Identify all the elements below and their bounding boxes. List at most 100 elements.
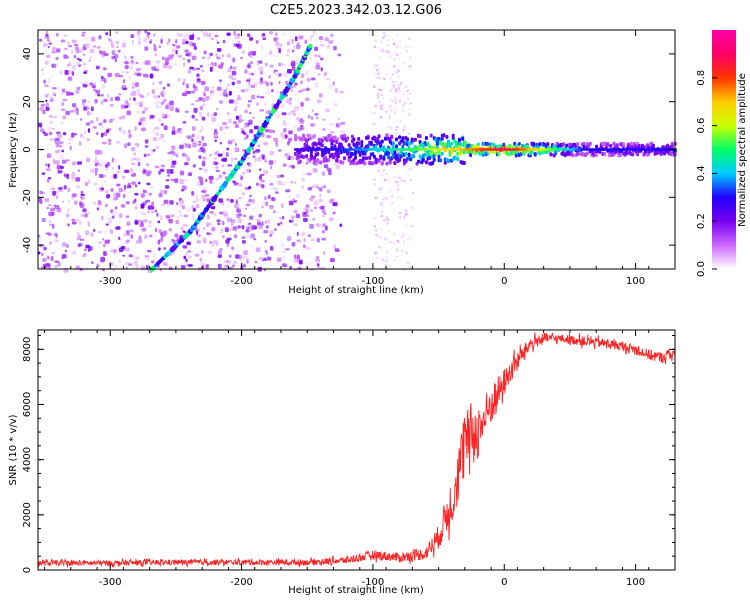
spectrogram-cell (201, 116, 206, 121)
spectrogram-cell (154, 227, 158, 233)
spectrogram-cell (405, 213, 408, 216)
spectrogram-cell (310, 116, 314, 120)
spectrogram-cell (316, 116, 319, 120)
spectrogram-cell (486, 148, 489, 151)
spectrogram-cell (71, 218, 76, 222)
spectrogram-cell (115, 31, 119, 34)
spectrogram-cell (396, 53, 399, 57)
spectrogram-cell (170, 164, 176, 168)
spectrogram-cell (269, 64, 274, 68)
spectrogram-cell (67, 239, 71, 244)
spectrogram-cell (265, 249, 268, 254)
spectrogram-cell (228, 90, 232, 96)
spectrogram-cell (103, 67, 107, 71)
spectrogram-cell (110, 118, 115, 121)
spectrogram-cell (603, 148, 605, 151)
spectrogram-cell (105, 239, 111, 244)
spectrogram-cell (259, 168, 262, 171)
spectrogram-cell (85, 69, 89, 72)
spectrogram-cell (161, 56, 165, 61)
spectrogram-cell (147, 32, 151, 35)
spectrogram-cell (232, 57, 236, 63)
spectrogram-cell (406, 137, 409, 142)
spectrogram-cell (401, 148, 404, 151)
spectrogram-cell (201, 250, 204, 254)
spectrogram-cell (434, 148, 437, 151)
spectrogram-cell (656, 148, 659, 151)
spectrogram-cell (377, 92, 380, 95)
spectrogram-cell (478, 148, 481, 151)
spectrogram-cell (302, 148, 304, 151)
spectrogram-cell (135, 61, 139, 64)
spectrogram-cell (175, 49, 178, 55)
spectrogram-cell (182, 153, 188, 157)
spectrogram-cell (147, 210, 150, 214)
spectrogram-cell (132, 255, 138, 260)
spectrogram-cell (79, 196, 84, 199)
spectrogram-cell (300, 148, 303, 151)
spectrogram-cell (126, 185, 132, 189)
spectrogram-cell (170, 169, 174, 174)
spectrogram-cell (116, 45, 119, 49)
spectrogram-cell (43, 43, 47, 48)
spectrogram-cell (185, 143, 190, 149)
spectrogram-cell (385, 110, 388, 113)
spectrogram-cell (103, 180, 107, 184)
spectrogram-cell (109, 175, 113, 180)
spectrogram-cell (92, 45, 97, 48)
spectrogram-cell (380, 93, 383, 97)
spectrogram-cell (394, 51, 397, 55)
spectrogram-cell (506, 152, 510, 157)
spectrogram-cell (165, 215, 171, 219)
spectrogram-cell (599, 148, 602, 151)
spectrogram-cell (144, 234, 148, 239)
spectrogram-cell (533, 148, 536, 151)
spectrogram-cell (377, 148, 380, 151)
spectrogram-cell (248, 186, 252, 190)
spectrogram-cell (372, 122, 376, 126)
spectrogram-cell (318, 54, 321, 58)
spectrogram-cell (629, 141, 633, 146)
spectrogram-cell (440, 136, 444, 141)
spectrogram-cell (316, 266, 321, 269)
spectrogram-cell (334, 248, 340, 252)
spectrogram-cell (138, 41, 141, 46)
spectrogram-cell (94, 171, 97, 176)
spectrogram-cell (51, 256, 54, 262)
spectrogram-cell (285, 189, 291, 193)
spectrogram-cell (111, 50, 116, 55)
spectrogram-cell (394, 98, 397, 102)
spectrogram-cell (256, 95, 260, 98)
spectrogram-cell (403, 62, 407, 65)
spectrogram-cell (148, 170, 152, 175)
spectrogram-cell (141, 122, 146, 126)
spectrogram-cell (208, 32, 211, 38)
spectrogram-cell (147, 250, 152, 253)
spectrogram-cell (130, 91, 135, 97)
spectrogram-cell (42, 109, 46, 115)
spectrogram-cell (316, 186, 320, 190)
spectrogram-cell (249, 55, 253, 59)
spectrogram-cell (325, 77, 331, 81)
spectrogram-cell (313, 30, 316, 35)
spectrogram-cell (400, 235, 403, 239)
spectrogram-cell (415, 148, 418, 151)
spectrogram-cell (182, 81, 185, 86)
spectrogram-cell (264, 53, 268, 58)
spectrogram-cell (439, 158, 443, 163)
spectrogram-cell (445, 148, 448, 151)
spectrogram-cell (339, 91, 345, 94)
spectrogram-cell (217, 263, 222, 269)
spectrogram-cell (249, 194, 252, 198)
spectrogram-cell (79, 201, 83, 206)
spectrogram-cell (127, 182, 131, 187)
spectrogram-cell (308, 148, 311, 151)
spectrogram-cell (254, 260, 257, 264)
spectrogram-cell (74, 133, 77, 136)
spectrogram-cell (133, 97, 136, 102)
spectrogram-cell (273, 53, 279, 59)
spectrogram-cell (269, 165, 273, 170)
spectrogram-cell (217, 48, 222, 52)
spectrogram-cell (49, 138, 54, 141)
